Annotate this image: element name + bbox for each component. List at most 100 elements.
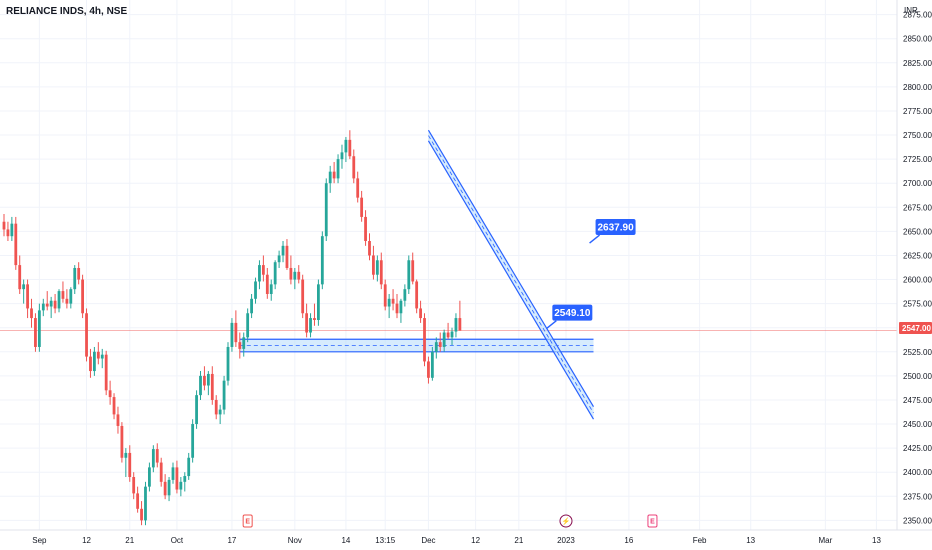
candles-layer <box>2 130 462 526</box>
last-price-label: 2547.00 <box>902 324 931 333</box>
candle-body <box>246 313 250 338</box>
candle-body <box>364 216 367 242</box>
candle-body <box>293 271 297 280</box>
earnings-event-marker <box>647 514 658 528</box>
falling-channel-upper <box>427 129 595 408</box>
candle-body <box>387 298 391 307</box>
time-tick-label: 16 <box>624 536 633 545</box>
candle-body <box>399 300 403 314</box>
dividend-event-marker <box>559 514 573 528</box>
candle-body <box>77 267 81 280</box>
time-tick-label: Mar <box>818 536 832 545</box>
callout-pointer <box>589 234 601 244</box>
candle-body <box>96 351 100 359</box>
candle-body <box>281 245 285 256</box>
price-tick-label: 2625.00 <box>903 251 932 260</box>
candle-body <box>108 390 112 398</box>
candle-body <box>179 481 183 490</box>
candle-body <box>427 361 430 378</box>
candle-body <box>458 318 462 331</box>
candle-body <box>30 308 33 319</box>
candle-body <box>100 354 104 359</box>
candle-body <box>26 284 29 309</box>
callout-box <box>552 304 593 321</box>
candle-body <box>419 308 422 319</box>
candle-body <box>10 223 14 237</box>
candle-body <box>140 508 143 521</box>
candle-body <box>269 284 273 294</box>
candle-body <box>183 476 187 482</box>
candle-body <box>258 265 261 282</box>
candle-body <box>423 318 426 362</box>
candle-body <box>187 457 191 477</box>
price-tick-label: 2650.00 <box>903 227 932 236</box>
candle-body <box>313 318 316 320</box>
candle-body <box>18 265 22 290</box>
candle-body <box>6 229 10 237</box>
candle-body <box>226 346 230 381</box>
candle-body <box>411 260 415 282</box>
candle-body <box>104 354 108 391</box>
time-tick-label: Dec <box>421 536 435 545</box>
price-tick-label: 2525.00 <box>903 348 932 357</box>
time-tick-label: 21 <box>125 536 134 545</box>
candle-body <box>144 486 147 521</box>
time-tick-label: 17 <box>227 536 236 545</box>
candle-body <box>14 223 18 266</box>
candle-body <box>356 178 360 198</box>
candle-body <box>81 279 84 314</box>
candle-body <box>49 300 53 307</box>
price-tick-label: 2450.00 <box>903 420 932 429</box>
candle-body <box>352 156 356 179</box>
candle-body <box>206 373 210 386</box>
candle-body <box>61 291 65 299</box>
candle-body <box>328 171 332 184</box>
candle-body <box>250 298 253 314</box>
candle-body <box>309 318 312 333</box>
time-tick-label: Feb <box>693 536 707 545</box>
candle-body <box>324 183 328 237</box>
time-axis[interactable]: Sep 12 21 Oct 17 Nov 14 13:15 Dec 12 21 2023 16 Feb 13… <box>32 536 881 545</box>
candle-body <box>148 467 151 487</box>
callout-label: 2549.10 <box>554 308 591 319</box>
candle-body <box>368 241 371 256</box>
candle-body <box>151 449 155 468</box>
price-tick-label: 2400.00 <box>903 468 932 477</box>
time-tick-label: 2023 <box>557 536 575 545</box>
candle-body <box>379 260 383 285</box>
candle-body <box>124 452 128 458</box>
candle-body <box>375 260 379 275</box>
events-layer: E ⚡ E <box>242 514 658 528</box>
price-tick-label: 2375.00 <box>903 492 932 501</box>
candle-body <box>297 271 301 280</box>
candle-body <box>41 303 45 311</box>
candle-body <box>171 467 175 480</box>
candle-body <box>336 159 340 179</box>
time-tick-label: Sep <box>32 536 47 545</box>
currency-label: INR <box>904 6 918 15</box>
candle-body <box>2 221 6 230</box>
time-tick-label: 13 <box>872 536 881 545</box>
candle-body <box>167 479 171 496</box>
candle-body <box>391 298 395 304</box>
candle-body <box>320 236 324 285</box>
price-axis-background[interactable] <box>897 0 932 530</box>
candle-body <box>222 380 226 410</box>
candle-body <box>434 342 438 352</box>
candle-body <box>407 260 411 290</box>
price-tick-label: 2675.00 <box>903 203 932 212</box>
earnings-event-marker <box>242 514 253 528</box>
price-tick-label: 2700.00 <box>903 179 932 188</box>
candle-body <box>112 397 116 415</box>
candle-body <box>289 267 293 280</box>
last-price-tag: 2547.00 <box>899 322 932 334</box>
event-marker-symbol: E <box>650 519 655 526</box>
candle-body <box>45 303 49 307</box>
candle-body <box>395 303 399 314</box>
candle-body <box>442 332 446 347</box>
time-tick-label: Oct <box>171 536 184 545</box>
time-axis-background[interactable] <box>0 530 932 550</box>
candle-body <box>230 322 234 347</box>
candle-body <box>301 279 305 314</box>
